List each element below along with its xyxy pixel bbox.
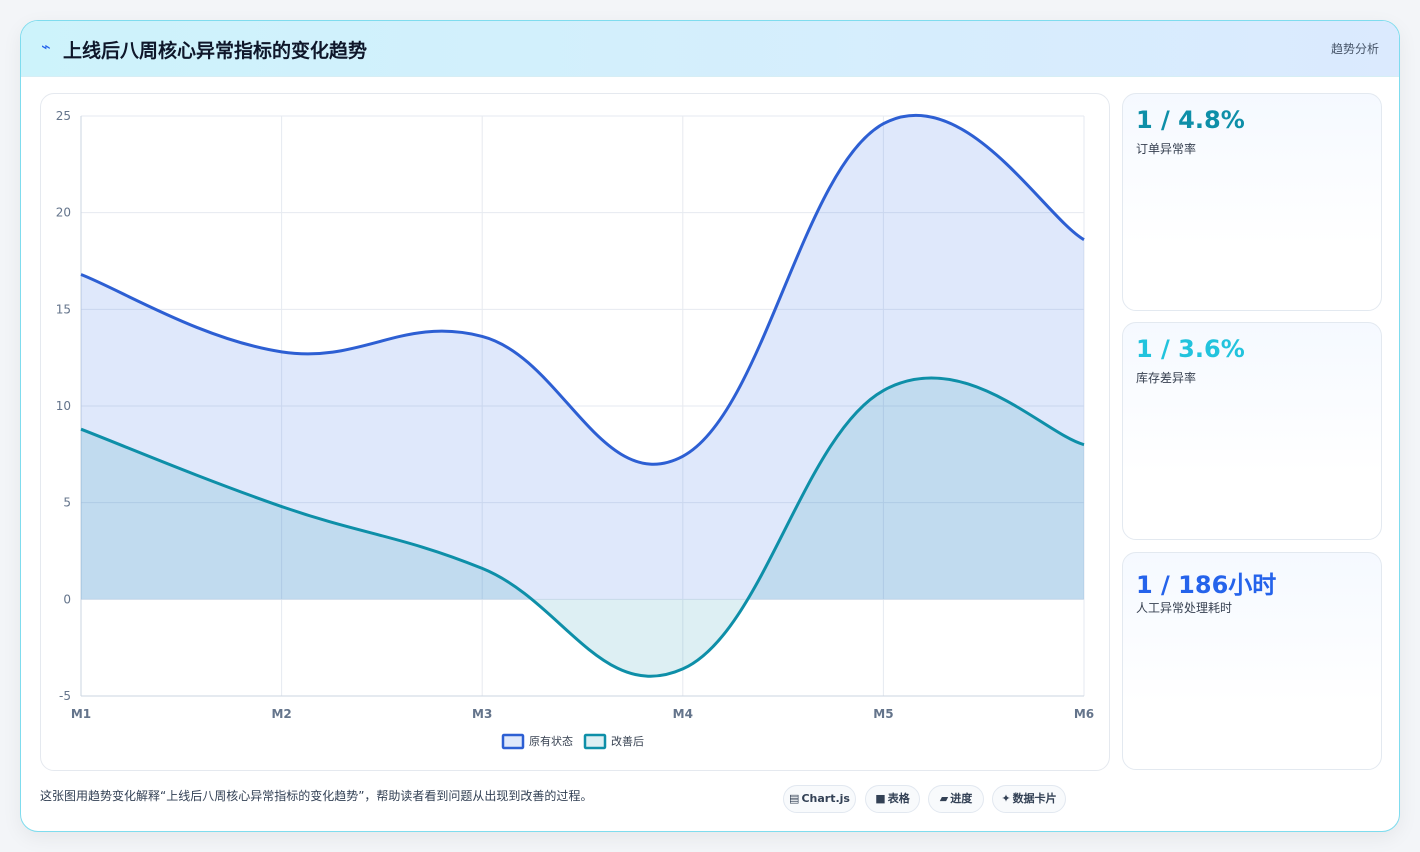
- legend-swatch: [501, 733, 525, 750]
- y-tick-label: 20: [56, 206, 71, 220]
- x-tick-label: M1: [71, 707, 91, 721]
- stat-value: 1 / 4.8%: [1136, 106, 1245, 134]
- stat-card-inventory: 1 / 3.6% 库存差异率: [1122, 322, 1382, 540]
- lightning-icon: ⌁: [41, 37, 51, 56]
- x-tick-label: M6: [1074, 707, 1094, 721]
- y-tick-label: 0: [63, 592, 71, 606]
- category-tag: 趋势分析: [1330, 42, 1379, 56]
- y-tick-label: 15: [56, 302, 71, 316]
- series-line-1: [80, 376, 1085, 678]
- x-tick-label: M2: [271, 707, 291, 721]
- chip-label: 数据卡片: [1012, 792, 1057, 805]
- chip-table[interactable]: ■ 表格: [865, 785, 920, 813]
- chip-progress[interactable]: ▰ 进度: [928, 785, 984, 813]
- x-tick-label: M3: [472, 707, 492, 721]
- stat-card-manual: 1 / 186小时 人工异常处理耗时: [1122, 552, 1382, 770]
- stat-value: 1 / 186小时: [1136, 571, 1277, 599]
- x-tick-label: M5: [873, 707, 893, 721]
- series-area-0: [81, 115, 1084, 600]
- y-tick-label: 25: [56, 109, 71, 123]
- chart-icon: ▤: [789, 792, 800, 805]
- x-tick-label: M4: [673, 707, 693, 721]
- stat-label: 库存差异率: [1136, 371, 1197, 385]
- chip-label: 进度: [950, 792, 973, 805]
- chart-panel: 25 20 15 10 5 0 -5 M1 M2 M3 M4 M5 M6 原有状态 改善后: [40, 93, 1110, 771]
- legend-swatch: [583, 733, 607, 750]
- series-area-1: [81, 377, 1084, 677]
- chip-datacard[interactable]: ✦ 数据卡片: [992, 785, 1066, 813]
- y-tick-label: -5: [59, 689, 71, 703]
- chip-chartjs[interactable]: ▤ Chart.js: [783, 785, 856, 813]
- stat-card-order: 1 / 4.8% 订单异常率: [1122, 93, 1382, 311]
- legend-label: 原有状态: [529, 734, 573, 748]
- y-tick-label: 5: [63, 496, 71, 510]
- series-line-0: [80, 114, 1085, 466]
- chip-label: Chart.js: [801, 792, 850, 805]
- page-title: 上线后八周核心异常指标的变化趋势: [63, 40, 368, 62]
- chart-description: 这张图用趋势变化解释“上线后八周核心异常指标的变化趋势”，帮助读者看到问题从出现…: [40, 789, 593, 803]
- stat-label: 人工异常处理耗时: [1136, 601, 1233, 615]
- stat-value: 1 / 3.6%: [1136, 335, 1245, 363]
- chip-label: 表格: [887, 792, 910, 805]
- card-header: ⌁ 上线后八周核心异常指标的变化趋势 趋势分析: [21, 21, 1399, 77]
- progress-icon: ▰: [939, 792, 949, 805]
- dashboard-card: ⌁ 上线后八周核心异常指标的变化趋势 趋势分析 25 20 15 10 5 0 -5 M1 M2…: [20, 20, 1400, 832]
- table-icon: ■: [875, 792, 886, 805]
- line-chart: 25 20 15 10 5 0 -5M1 M2 M3 M4 M5 M6 原有状态 改善后: [56, 109, 1094, 750]
- stat-label: 订单异常率: [1136, 142, 1197, 156]
- legend-label: 改善后: [611, 734, 644, 748]
- sparkle-icon: ✦: [1001, 792, 1011, 805]
- y-tick-label: 10: [56, 399, 71, 413]
